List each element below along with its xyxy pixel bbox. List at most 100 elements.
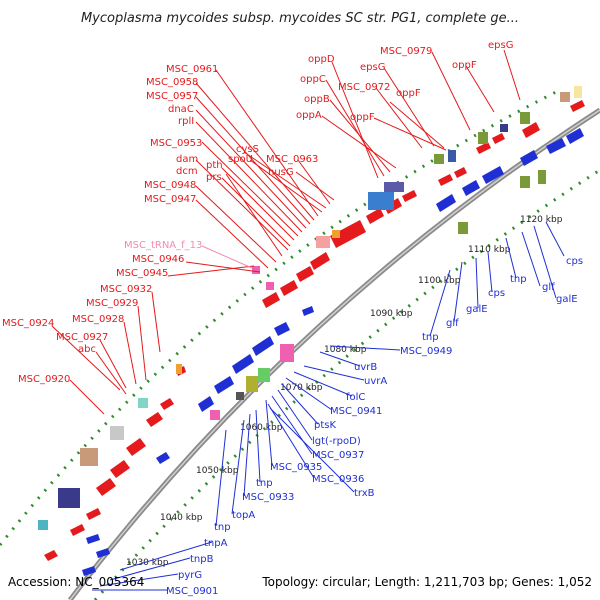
feature-block[interactable] bbox=[176, 364, 182, 374]
feature-arrow[interactable] bbox=[96, 478, 116, 496]
feature-arrow[interactable] bbox=[520, 150, 538, 166]
gene-label[interactable]: MSC_0946 bbox=[132, 254, 184, 265]
gene-label[interactable]: galE bbox=[466, 304, 488, 315]
gene-label[interactable]: tnpA bbox=[204, 538, 228, 549]
gene-label[interactable]: tnp bbox=[256, 478, 273, 489]
feature-block[interactable] bbox=[236, 392, 244, 400]
gene-label[interactable]: MSC_0933 bbox=[242, 492, 294, 503]
feature-arrow[interactable] bbox=[198, 396, 214, 412]
feature-arrow[interactable] bbox=[280, 280, 298, 296]
gene-label[interactable]: tnp bbox=[510, 274, 527, 285]
gene-label[interactable]: MSC_0932 bbox=[100, 284, 152, 295]
feature-block[interactable] bbox=[448, 150, 456, 162]
gene-label[interactable]: MSC_0972 bbox=[338, 82, 390, 93]
feature-block[interactable] bbox=[280, 344, 294, 362]
feature-arrow[interactable] bbox=[86, 534, 100, 544]
rna-gene-label[interactable]: MSC_tRNA_f_13 bbox=[124, 240, 202, 251]
gene-label[interactable]: MSC_0949 bbox=[400, 346, 452, 357]
feature-block[interactable] bbox=[210, 410, 220, 420]
gene-label[interactable]: oppF bbox=[350, 112, 375, 123]
gene-label[interactable]: oppB bbox=[304, 94, 330, 105]
gene-label[interactable]: tnpB bbox=[190, 554, 214, 565]
gene-label[interactable]: dam bbox=[176, 154, 198, 165]
gene-label[interactable]: MSC_0936 bbox=[312, 474, 364, 485]
feature-block[interactable] bbox=[246, 376, 258, 392]
gene-label[interactable]: topA bbox=[232, 510, 255, 521]
feature-arrow[interactable] bbox=[566, 128, 584, 144]
feature-block[interactable] bbox=[258, 368, 270, 382]
feature-arrow[interactable] bbox=[302, 306, 314, 316]
feature-arrow[interactable] bbox=[156, 452, 170, 464]
gene-label[interactable]: oppF bbox=[452, 60, 477, 71]
gene-label[interactable]: trxB bbox=[354, 488, 375, 499]
feature-arrow[interactable] bbox=[366, 208, 384, 224]
gene-label[interactable]: MSC_0935 bbox=[270, 462, 322, 473]
gene-label[interactable]: MSC_0920 bbox=[18, 374, 70, 385]
gene-label[interactable]: cps bbox=[488, 288, 505, 299]
feature-arrow[interactable] bbox=[110, 460, 130, 478]
gene-label[interactable]: oppF bbox=[396, 88, 421, 99]
gene-label[interactable]: ptsK bbox=[314, 420, 336, 431]
feature-block[interactable] bbox=[574, 86, 582, 98]
feature-arrow[interactable] bbox=[126, 438, 146, 456]
feature-arrow[interactable] bbox=[436, 194, 456, 212]
gene-label[interactable]: epsG bbox=[488, 40, 513, 51]
gene-label[interactable]: cps bbox=[566, 256, 583, 267]
gene-label[interactable]: nusG bbox=[268, 167, 294, 178]
gene-label[interactable]: prs bbox=[206, 172, 222, 183]
gene-label[interactable]: spoU bbox=[228, 154, 253, 165]
feature-block[interactable] bbox=[138, 398, 148, 408]
feature-block[interactable] bbox=[252, 266, 260, 274]
feature-block[interactable] bbox=[520, 112, 530, 124]
feature-arrow[interactable] bbox=[70, 524, 85, 536]
gene-label[interactable]: MSC_0945 bbox=[116, 268, 168, 279]
gene-label[interactable]: MSC_0947 bbox=[144, 194, 196, 205]
feature-block[interactable] bbox=[478, 132, 488, 144]
gene-label[interactable]: MSC_0928 bbox=[72, 314, 124, 325]
gene-label[interactable]: MSC_0958 bbox=[146, 77, 198, 88]
gene-label[interactable]: dnaC bbox=[168, 104, 194, 115]
gene-label[interactable]: tnp bbox=[422, 332, 439, 343]
feature-arrow[interactable] bbox=[570, 100, 585, 112]
gene-label[interactable]: MSC_0948 bbox=[144, 180, 196, 191]
gene-label[interactable]: MSC_0961 bbox=[166, 64, 218, 75]
gene-label[interactable]: oppD bbox=[308, 54, 335, 65]
feature-block[interactable] bbox=[110, 426, 124, 440]
gene-label[interactable]: uvrB bbox=[354, 362, 377, 373]
gene-label[interactable]: MSC_0924 bbox=[2, 318, 54, 329]
gene-label[interactable]: MSC_0901 bbox=[166, 586, 218, 597]
feature-block[interactable] bbox=[500, 124, 508, 132]
feature-arrow[interactable] bbox=[476, 142, 491, 154]
gene-label[interactable]: glf bbox=[446, 318, 459, 329]
feature-block[interactable] bbox=[538, 170, 546, 184]
gene-label[interactable]: MSC_0927 bbox=[56, 332, 108, 343]
gene-label[interactable]: MSC_0979 bbox=[380, 46, 432, 57]
feature-arrow[interactable] bbox=[402, 190, 417, 202]
feature-arrow[interactable] bbox=[252, 336, 274, 356]
gene-label[interactable]: rplI bbox=[178, 116, 194, 127]
feature-arrow[interactable] bbox=[274, 322, 290, 336]
feature-arrow[interactable] bbox=[232, 354, 254, 374]
feature-arrow[interactable] bbox=[482, 166, 504, 184]
feature-block[interactable] bbox=[434, 154, 444, 164]
feature-arrow[interactable] bbox=[160, 398, 174, 410]
feature-arrow[interactable] bbox=[262, 292, 280, 308]
gene-label[interactable]: cysS bbox=[236, 144, 259, 155]
gene-label[interactable]: MSC_0963 bbox=[266, 154, 318, 165]
feature-arrow[interactable] bbox=[462, 180, 480, 196]
feature-block[interactable] bbox=[520, 176, 530, 188]
gene-label[interactable]: epsG bbox=[360, 62, 385, 73]
gene-label[interactable]: MSC_0953 bbox=[150, 138, 202, 149]
feature-block[interactable] bbox=[266, 282, 274, 290]
feature-arrow[interactable] bbox=[454, 167, 467, 178]
gene-label[interactable]: galE bbox=[556, 294, 578, 305]
feature-block[interactable] bbox=[384, 182, 404, 192]
feature-arrow[interactable] bbox=[96, 548, 110, 558]
feature-arrow[interactable] bbox=[330, 220, 366, 248]
gene-label[interactable]: uvrA bbox=[364, 376, 387, 387]
feature-arrow[interactable] bbox=[86, 508, 101, 520]
gene-label[interactable]: MSC_0941 bbox=[330, 406, 382, 417]
feature-block[interactable] bbox=[332, 230, 340, 238]
feature-block[interactable] bbox=[38, 520, 48, 530]
feature-arrow[interactable] bbox=[44, 550, 58, 561]
